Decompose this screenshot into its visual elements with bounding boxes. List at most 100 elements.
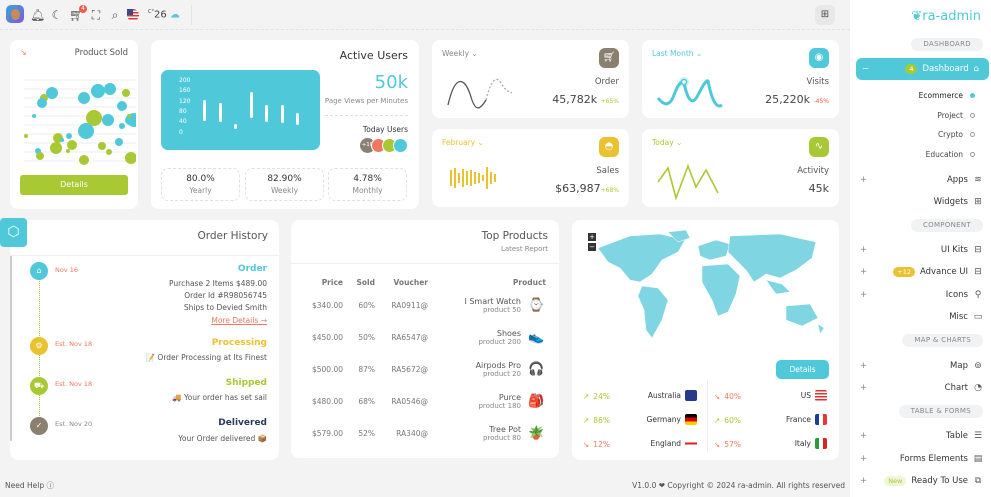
sidebar-item-misc[interactable]: Misc ▭ [858,309,983,325]
chevron-down-icon: ⌄ [695,49,703,58]
search-icon[interactable]: ⌕ [111,8,119,22]
table-row[interactable]: $500.00 87% RA5672@ Airpods Pro product 20 🎧 [303,353,546,385]
bar [494,174,496,182]
location-icon: ◉ [809,48,829,68]
sidebar-item-ready-to-use[interactable]: + New Ready To Use ⧉ [858,473,983,489]
country-italy: Italy [795,438,827,449]
country-france: France [786,414,827,425]
bubble [78,92,90,104]
sidebar-item-map[interactable]: + Map ⊚ [858,358,983,374]
zoom-in-button[interactable]: + [588,233,596,241]
period-dropdown[interactable]: Today ⌄ [652,138,682,147]
sidebar: ❦ra-admin DASHBOARD − 4 Dashboard ⌂ Ecom… [850,0,991,497]
top-products-title: Top Products [481,230,548,242]
today-users-avatars[interactable]: +10 [360,138,408,153]
sidebar-item-label: Ready To Use [911,476,968,486]
sidebar-item-apps[interactable]: + Apps ≋ [858,172,983,188]
table-row[interactable]: $480.00 68% RA0546@ Purce product 180 🎒 [303,385,546,417]
sidebar-item-ui-kits[interactable]: + UI Kits ⊟ [858,242,983,258]
need-help-link[interactable]: Need Help ⓘ [5,480,54,491]
sidebar-item-table[interactable]: + Table ☰ [858,428,983,444]
package-icon: ⧉ [974,476,982,486]
zoom-out-button[interactable]: − [588,243,596,251]
sub-item-ecommerce[interactable]: Ecommerce [919,91,975,100]
table-row[interactable]: $579.00 52% RA340@ Tree Pot product 80 🪴 [303,417,546,449]
activity-icon: ∿ [809,137,829,157]
sidebar-item-dashboard[interactable]: − 4 Dashboard ⌂ [856,58,989,80]
table-row[interactable]: $450.00 50% RA6547@ Shoes product 200 👟 [303,321,546,353]
apps-grid-button[interactable]: ⊞ [815,5,835,25]
stat-yearly: 80.0% Yearly [161,168,240,201]
period-dropdown[interactable]: Weekly ⌄ [442,49,478,58]
product-image: ⌚ [528,297,545,313]
map-details-button[interactable]: Details [776,360,829,379]
fullscreen-icon[interactable]: ⛶ [91,8,101,22]
details-button[interactable]: Details [20,175,128,195]
world-map[interactable] [590,230,828,352]
product-sub: product 80 [482,433,521,442]
sidebar-item-chart[interactable]: + Chart ◔ [858,380,983,396]
sub-item-crypto[interactable]: Crypto [938,130,975,139]
sidebar-item-widgets[interactable]: Widgets ⊞ [858,194,983,210]
period-dropdown[interactable]: February ⌄ [442,138,484,147]
chevron-down-icon: ⌄ [471,49,478,58]
user-avatar[interactable] [6,5,24,23]
period-dropdown[interactable]: Last Month ⌄ [652,49,702,58]
visits-widget: Last Month ⌄ ◉ Visits 25,220k -45% [642,40,839,118]
order-history-card: Order History ⌂ Nov 16 Order Purchase 2 … [10,220,279,460]
trend-down-icon: ↘ [714,440,721,449]
sub-item-project[interactable]: Project [937,111,975,120]
country-name: Germany [646,415,681,424]
stat-value: 80.0% [186,174,215,184]
sidebar-item-advance-ui[interactable]: + +12 Advance UI ⊟ [858,264,983,280]
step-date: Nov 16 [55,266,79,274]
bubble [86,110,102,126]
product-name: Purce [498,392,521,402]
country-name: Italy [794,439,811,448]
activity-widget: Today ⌄ ∿ Activity 45k [642,129,839,207]
bubble [67,140,77,150]
map-pin-icon: ⊚ [974,361,982,371]
bubble [127,114,131,118]
visits-sparkline [656,77,723,108]
country-england: England [651,438,697,449]
expand-icon: + [860,431,868,441]
bar [203,99,206,121]
sidebar-item-label: Forms Elements [899,454,968,464]
sub-item-label: Crypto [937,130,963,139]
cell-voucher: RA0546@ [391,396,428,406]
section-label: DASHBOARD [911,38,983,51]
cell-sold: 52% [358,428,375,438]
top-products-table: Price Sold Voucher Product $340.00 60% RA0… [303,275,546,449]
sub-item-education[interactable]: Education [926,150,975,159]
dot-icon [970,132,975,137]
table-row[interactable]: $340.00 60% RA0911@ I Smart Watch product 50… [303,289,546,321]
more-details-link[interactable]: More Details → [211,316,267,325]
cell-sold: 87% [358,364,375,374]
divider [191,5,192,25]
bar [466,171,468,185]
sidebar-item-forms-elements[interactable]: + Forms Elements ▤ [858,451,983,467]
section-label: TABLE & FORMS [898,405,983,418]
bar [296,113,299,126]
product-name: Tree Pot [489,424,521,434]
bar [265,104,268,123]
leaf-icon: ❦ [911,9,923,24]
logo[interactable]: ❦ra-admin [911,9,981,24]
product-sold-title: Product Sold [74,48,128,58]
sidebar-item-icons[interactable]: + Icons ⚲ [858,287,983,303]
cell-product: I Smart Watch product 50 ⌚ [428,289,546,321]
column-header: Price [321,277,343,287]
product-sub: product 20 [482,369,521,378]
england-flag-icon [685,438,697,449]
expand-icon: + [860,290,868,300]
moon-icon[interactable]: ☾ [51,8,63,22]
widget-value: 45,782k +65% [552,93,619,106]
top-products-subtitle: Latest Report [500,245,548,253]
active-users-card: Active Users 200 160 120 80 40 0 50k Page Vie… [151,40,419,209]
us-flag-icon[interactable] [127,9,139,21]
expand-icon: + [860,476,868,486]
scrollbar[interactable] [10,256,12,441]
bubble-chart [24,79,136,165]
bell-icon[interactable]: 🔔︎ [30,8,46,22]
